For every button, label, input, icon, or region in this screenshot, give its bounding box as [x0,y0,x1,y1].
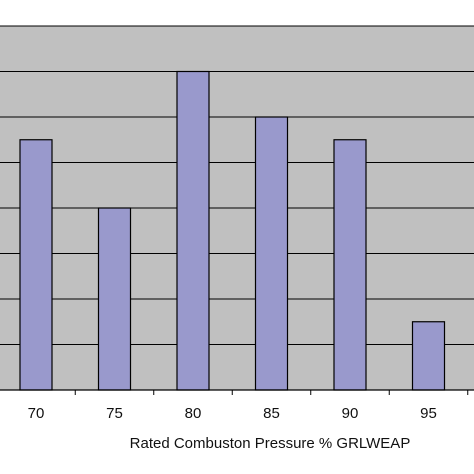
x-axis-title: Rated Combuston Pressure % GRLWEAP [130,435,411,452]
x-axis [0,389,474,395]
bar-70 [19,139,53,391]
x-tick-label: 80 [185,405,202,422]
x-tick-label: 75 [106,405,123,422]
x-tick-label: 70 [28,405,45,422]
bar-95 [411,321,446,391]
bars [19,70,446,391]
x-tick-label: 90 [342,405,359,422]
x-tick-label: 95 [420,405,437,422]
x-tick-labels: 70 75 80 85 90 95 [28,405,437,422]
bar-85 [254,116,289,391]
x-tick-label: 85 [263,405,280,422]
bar-75 [97,207,132,391]
gridlines [0,25,474,345]
bar-80 [176,70,210,391]
bar-90 [333,139,367,391]
